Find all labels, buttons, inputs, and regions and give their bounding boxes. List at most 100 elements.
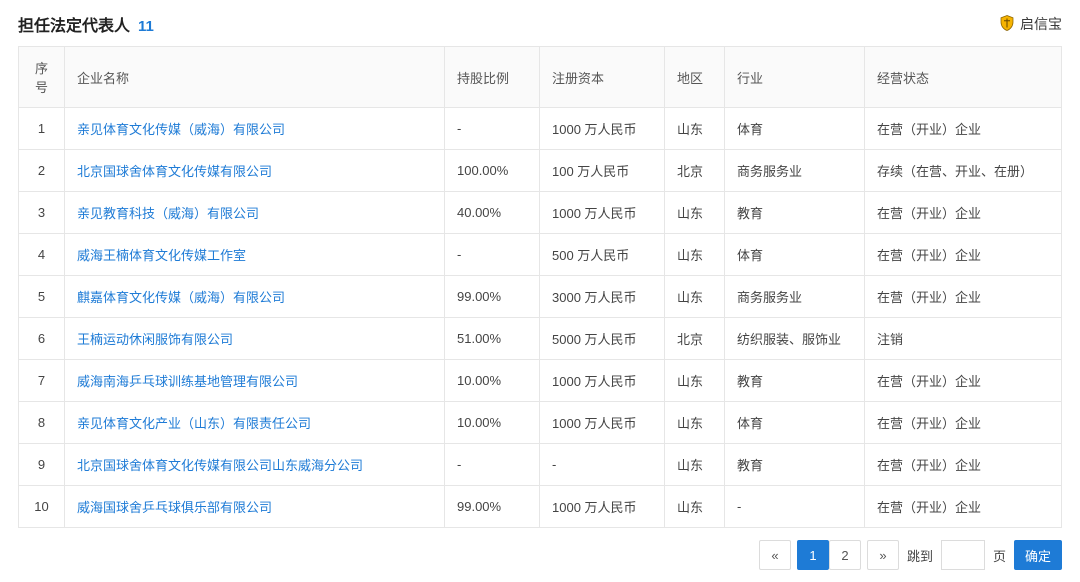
cell-share: - bbox=[445, 234, 540, 276]
cell-status: 存续（在营、开业、在册） bbox=[865, 150, 1062, 192]
cell-region: 山东 bbox=[665, 192, 725, 234]
cell-capital: 5000 万人民币 bbox=[540, 318, 665, 360]
cell-share: 40.00% bbox=[445, 192, 540, 234]
cell-region: 山东 bbox=[665, 402, 725, 444]
cell-share: 100.00% bbox=[445, 150, 540, 192]
cell-idx: 1 bbox=[19, 108, 65, 150]
company-link[interactable]: 北京国球舍体育文化传媒有限公司 bbox=[77, 164, 272, 179]
col-header-idx: 序号 bbox=[19, 47, 65, 108]
company-link[interactable]: 麒嘉体育文化传媒（威海）有限公司 bbox=[77, 290, 285, 305]
cell-idx: 2 bbox=[19, 150, 65, 192]
cell-industry: 体育 bbox=[725, 108, 865, 150]
table-row: 9北京国球舍体育文化传媒有限公司山东威海分公司--山东教育在营（开业）企业 bbox=[19, 444, 1062, 486]
title-wrap: 担任法定代表人 11 bbox=[18, 12, 154, 36]
cell-share: - bbox=[445, 444, 540, 486]
cell-region: 山东 bbox=[665, 486, 725, 528]
cell-idx: 5 bbox=[19, 276, 65, 318]
cell-status: 在营（开业）企业 bbox=[865, 444, 1062, 486]
cell-name: 麒嘉体育文化传媒（威海）有限公司 bbox=[65, 276, 445, 318]
cell-idx: 9 bbox=[19, 444, 65, 486]
cell-region: 山东 bbox=[665, 276, 725, 318]
cell-idx: 4 bbox=[19, 234, 65, 276]
table-row: 10威海国球舍乒乓球俱乐部有限公司99.00%1000 万人民币山东-在营（开业… bbox=[19, 486, 1062, 528]
company-link[interactable]: 威海国球舍乒乓球俱乐部有限公司 bbox=[77, 500, 272, 515]
cell-idx: 8 bbox=[19, 402, 65, 444]
shield-icon bbox=[998, 14, 1016, 35]
table-row: 1亲见体育文化传媒（威海）有限公司-1000 万人民币山东体育在营（开业）企业 bbox=[19, 108, 1062, 150]
cell-capital: 1000 万人民币 bbox=[540, 486, 665, 528]
pagination: « 12 » 跳到 页 确定 bbox=[18, 540, 1062, 570]
cell-capital: 3000 万人民币 bbox=[540, 276, 665, 318]
cell-region: 山东 bbox=[665, 108, 725, 150]
jump-confirm-button[interactable]: 确定 bbox=[1014, 540, 1062, 570]
cell-name: 北京国球舍体育文化传媒有限公司 bbox=[65, 150, 445, 192]
cell-capital: 500 万人民币 bbox=[540, 234, 665, 276]
jump-page-input[interactable] bbox=[941, 540, 985, 570]
cell-status: 注销 bbox=[865, 318, 1062, 360]
cell-status: 在营（开业）企业 bbox=[865, 234, 1062, 276]
cell-region: 山东 bbox=[665, 234, 725, 276]
cell-name: 王楠运动休闲服饰有限公司 bbox=[65, 318, 445, 360]
company-link[interactable]: 威海王楠体育文化传媒工作室 bbox=[77, 248, 246, 263]
cell-status: 在营（开业）企业 bbox=[865, 192, 1062, 234]
company-link[interactable]: 王楠运动休闲服饰有限公司 bbox=[77, 332, 233, 347]
cell-name: 威海南海乒乓球训练基地管理有限公司 bbox=[65, 360, 445, 402]
page-suffix: 页 bbox=[993, 546, 1006, 565]
company-link[interactable]: 亲见教育科技（威海）有限公司 bbox=[77, 206, 259, 221]
col-header-name: 企业名称 bbox=[65, 47, 445, 108]
cell-name: 威海国球舍乒乓球俱乐部有限公司 bbox=[65, 486, 445, 528]
company-link[interactable]: 威海南海乒乓球训练基地管理有限公司 bbox=[77, 374, 298, 389]
table-row: 5 麒嘉体育文化传媒（威海）有限公司 99.00%3000 万人民币山东商务服务业在… bbox=[19, 276, 1062, 318]
cell-name: 亲见教育科技（威海）有限公司 bbox=[65, 192, 445, 234]
table-row: 8亲见体育文化产业（山东）有限责任公司10.00%1000 万人民币山东体育在营… bbox=[19, 402, 1062, 444]
cell-region: 山东 bbox=[665, 360, 725, 402]
table-row: 6 王楠运动休闲服饰有限公司 51.00%5000 万人民币北京纺织服装、服饰业注销 bbox=[19, 318, 1062, 360]
cell-share: 10.00% bbox=[445, 402, 540, 444]
cell-industry: 体育 bbox=[725, 234, 865, 276]
page-header: 担任法定代表人 11 启信宝 bbox=[18, 12, 1062, 36]
cell-idx: 6 bbox=[19, 318, 65, 360]
col-header-industry: 行业 bbox=[725, 47, 865, 108]
col-header-status: 经营状态 bbox=[865, 47, 1062, 108]
page-next-button[interactable]: » bbox=[867, 540, 899, 570]
record-count: 11 bbox=[138, 18, 154, 35]
brand-name: 启信宝 bbox=[1020, 14, 1062, 34]
cell-status: 在营（开业）企业 bbox=[865, 276, 1062, 318]
cell-industry: 商务服务业 bbox=[725, 276, 865, 318]
table-row: 2北京国球舍体育文化传媒有限公司100.00%100 万人民币北京商务服务业存续… bbox=[19, 150, 1062, 192]
cell-industry: 教育 bbox=[725, 192, 865, 234]
col-header-capital: 注册资本 bbox=[540, 47, 665, 108]
cell-capital: 1000 万人民币 bbox=[540, 360, 665, 402]
cell-industry: 商务服务业 bbox=[725, 150, 865, 192]
cell-capital: 1000 万人民币 bbox=[540, 402, 665, 444]
cell-status: 在营（开业）企业 bbox=[865, 360, 1062, 402]
cell-share: 99.00% bbox=[445, 486, 540, 528]
table-header-row: 序号 企业名称 持股比例 注册资本 地区 行业 经营状态 bbox=[19, 47, 1062, 108]
cell-name: 威海王楠体育文化传媒工作室 bbox=[65, 234, 445, 276]
cell-status: 在营（开业）企业 bbox=[865, 108, 1062, 150]
cell-share: 10.00% bbox=[445, 360, 540, 402]
cell-name: 亲见体育文化传媒（威海）有限公司 bbox=[65, 108, 445, 150]
cell-region: 山东 bbox=[665, 444, 725, 486]
company-link[interactable]: 亲见体育文化产业（山东）有限责任公司 bbox=[77, 416, 311, 431]
col-header-share: 持股比例 bbox=[445, 47, 540, 108]
company-link[interactable]: 亲见体育文化传媒（威海）有限公司 bbox=[77, 122, 285, 137]
cell-industry: 教育 bbox=[725, 360, 865, 402]
col-header-region: 地区 bbox=[665, 47, 725, 108]
cell-status: 在营（开业）企业 bbox=[865, 486, 1062, 528]
cell-industry: - bbox=[725, 486, 865, 528]
cell-name: 北京国球舍体育文化传媒有限公司山东威海分公司 bbox=[65, 444, 445, 486]
cell-idx: 7 bbox=[19, 360, 65, 402]
page-prev-button[interactable]: « bbox=[759, 540, 791, 570]
table-row: 7 威海南海乒乓球训练基地管理有限公司 10.00%1000 万人民币山东教育在营（… bbox=[19, 360, 1062, 402]
page-number-button[interactable]: 2 bbox=[829, 540, 861, 570]
cell-idx: 3 bbox=[19, 192, 65, 234]
table-row: 3亲见教育科技（威海）有限公司40.00%1000 万人民币山东教育在营（开业）… bbox=[19, 192, 1062, 234]
cell-name: 亲见体育文化产业（山东）有限责任公司 bbox=[65, 402, 445, 444]
page-number-button[interactable]: 1 bbox=[797, 540, 829, 570]
company-link[interactable]: 北京国球舍体育文化传媒有限公司山东威海分公司 bbox=[77, 458, 363, 473]
cell-region: 北京 bbox=[665, 318, 725, 360]
cell-share: 99.00% bbox=[445, 276, 540, 318]
cell-share: 51.00% bbox=[445, 318, 540, 360]
cell-industry: 纺织服装、服饰业 bbox=[725, 318, 865, 360]
